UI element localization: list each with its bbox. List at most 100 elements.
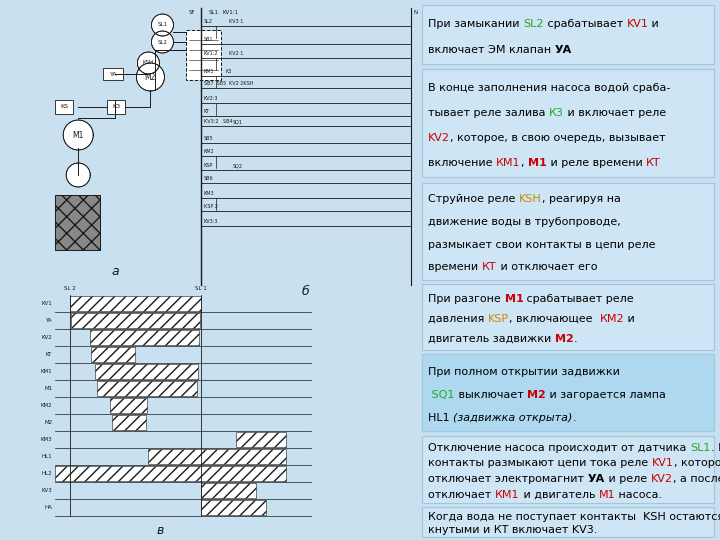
Text: движение воды в трубопроводе,: движение воды в трубопроводе,	[428, 217, 621, 227]
Text: Струйное реле: Струйное реле	[428, 194, 519, 205]
Text: включает ЭМ клапан: включает ЭМ клапан	[428, 45, 555, 55]
Polygon shape	[63, 120, 94, 150]
Bar	[422, 5, 714, 64]
Bar	[422, 183, 714, 280]
Polygon shape	[66, 163, 90, 187]
Text: KSP 2: KSP 2	[204, 204, 217, 209]
Text: KV2 2KSH: KV2 2KSH	[229, 81, 253, 86]
Text: SL2: SL2	[204, 19, 212, 24]
Text: Отключение насоса происходит от датчика: Отключение насоса происходит от датчика	[428, 443, 690, 453]
Text: отключает электромагнит: отключает электромагнит	[428, 474, 588, 484]
Text: КМ1: КМ1	[495, 490, 520, 500]
Bar	[422, 69, 714, 177]
Bar	[103, 68, 123, 80]
Text: M2: M2	[555, 334, 574, 344]
Text: M1: M1	[505, 294, 523, 304]
Text: KM3: KM3	[204, 191, 214, 196]
Text: YA: YA	[109, 71, 117, 77]
Text: KM1: KM1	[204, 69, 214, 74]
Text: и двигатель: и двигатель	[520, 490, 598, 500]
Text: KV3:3: KV3:3	[204, 219, 218, 224]
Text: KV1: KV1	[41, 301, 52, 306]
Text: УА: УА	[588, 474, 605, 484]
Text: SB6: SB6	[204, 176, 213, 181]
Text: (задвижка открыта): (задвижка открыта)	[454, 413, 573, 423]
Text: размыкает свои контакты в цепи реле: размыкает свои контакты в цепи реле	[428, 240, 656, 249]
Text: KSH: KSH	[519, 194, 542, 205]
Text: К3: К3	[549, 108, 564, 118]
Bar	[422, 354, 714, 431]
Bar	[55, 466, 286, 481]
Bar	[422, 436, 714, 503]
Polygon shape	[138, 52, 159, 74]
Bar	[201, 483, 256, 498]
Bar	[97, 381, 197, 396]
Text: SQ1: SQ1	[428, 390, 455, 400]
Text: SL2: SL2	[158, 39, 168, 44]
Text: SB5: SB5	[204, 136, 213, 141]
Text: HL1: HL1	[42, 454, 52, 459]
Text: УА: УА	[555, 45, 572, 55]
Text: KV2: KV2	[41, 335, 52, 340]
Text: KV2:3: KV2:3	[204, 96, 218, 101]
Text: отключает: отключает	[428, 490, 495, 500]
Text: , включающее: , включающее	[509, 314, 600, 324]
Text: M2: M2	[44, 420, 52, 425]
Text: времени: времени	[428, 262, 482, 272]
Polygon shape	[151, 14, 174, 36]
Text: KT: KT	[46, 352, 52, 357]
Bar	[112, 415, 146, 430]
Text: ,: ,	[521, 158, 528, 168]
Text: KV2: KV2	[651, 474, 672, 484]
Text: , которое: , которое	[674, 458, 720, 468]
Text: SL 2: SL 2	[64, 286, 76, 291]
Polygon shape	[151, 31, 174, 53]
Bar	[201, 500, 266, 515]
Text: и: и	[649, 19, 660, 29]
Text: КТ: КТ	[482, 262, 497, 272]
Bar	[71, 313, 199, 328]
Text: YA: YA	[45, 318, 52, 323]
Bar	[90, 330, 199, 345]
Text: двигатель задвижки: двигатель задвижки	[428, 334, 555, 344]
Text: KV2: KV2	[428, 133, 450, 143]
Bar	[55, 195, 100, 250]
Text: SQ1: SQ1	[233, 119, 243, 124]
Text: в: в	[157, 524, 164, 537]
Text: включение: включение	[428, 158, 496, 168]
Text: K3: K3	[112, 105, 120, 110]
Bar	[91, 347, 135, 362]
Text: KV3:2   SB4: KV3:2 SB4	[204, 119, 232, 124]
Text: .: .	[574, 334, 577, 344]
Text: K3: K3	[225, 69, 232, 74]
Text: KV1: KV1	[626, 19, 649, 29]
Text: KM3: KM3	[40, 437, 52, 442]
Text: SL1: SL1	[209, 10, 219, 15]
Text: KSP: KSP	[488, 314, 509, 324]
Text: КМ1: КМ1	[496, 158, 521, 168]
Text: SL1: SL1	[158, 23, 168, 28]
Text: , реагируя на: , реагируя на	[542, 194, 621, 205]
Text: б: б	[302, 285, 310, 298]
Text: KSH: KSH	[143, 60, 154, 65]
Bar	[110, 398, 148, 413]
Bar	[70, 296, 201, 311]
Text: При полном открытии задвижки: При полном открытии задвижки	[428, 367, 620, 377]
Text: кнутыми и КТ включает KV3.: кнутыми и КТ включает KV3.	[428, 525, 598, 535]
Text: HL1: HL1	[428, 413, 454, 423]
Bar	[95, 364, 197, 379]
Text: SL 1: SL 1	[194, 286, 207, 291]
Text: При замыкании: При замыкании	[428, 19, 523, 29]
Text: HA: HA	[44, 505, 52, 510]
Text: тывает реле залива: тывает реле залива	[428, 108, 549, 118]
Text: и реле времени: и реле времени	[546, 158, 646, 168]
Text: KM2: KM2	[204, 149, 214, 154]
Text: KS: KS	[60, 105, 68, 110]
Bar	[107, 100, 125, 114]
Text: и загорается лампа: и загорается лампа	[546, 390, 665, 400]
Text: M1: M1	[528, 158, 546, 168]
Text: KV3: KV3	[41, 488, 52, 493]
Text: и реле: и реле	[605, 474, 651, 484]
Text: КТ: КТ	[646, 158, 660, 168]
Text: M2: M2	[527, 390, 546, 400]
